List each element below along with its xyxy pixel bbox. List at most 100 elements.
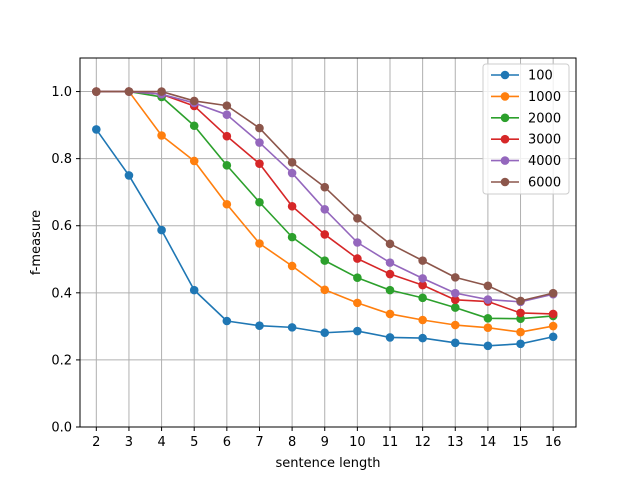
legend-marker [500, 92, 510, 101]
data-point [450, 295, 460, 305]
data-point [320, 204, 330, 214]
data-point [450, 288, 460, 298]
x-tick-label: 6 [223, 435, 231, 450]
series-layer [92, 87, 558, 351]
legend-marker [500, 70, 510, 80]
x-tick-label: 10 [349, 435, 366, 450]
data-point [320, 230, 330, 239]
data-point [255, 123, 264, 133]
data-point [222, 316, 232, 326]
legend-item: 2000 [491, 111, 561, 126]
data-point [124, 171, 134, 180]
data-point [516, 308, 525, 318]
data-point [255, 239, 264, 248]
data-point [385, 239, 395, 249]
x-tick-label: 12 [414, 435, 431, 450]
legend-label: 100 [528, 69, 553, 84]
data-point [385, 269, 395, 279]
data-point [157, 131, 166, 140]
data-point [483, 281, 493, 291]
data-point [92, 87, 101, 96]
data-point [320, 182, 330, 192]
data-point [353, 214, 362, 223]
data-point [353, 273, 362, 283]
y-tick-label: 0.6 [51, 219, 72, 234]
data-point [483, 323, 493, 333]
data-point [287, 168, 297, 178]
x-tick-label: 4 [157, 435, 165, 450]
data-point [450, 320, 460, 330]
plot-frame [79, 57, 577, 428]
x-tick-label: 16 [545, 435, 562, 450]
data-point [92, 125, 101, 134]
x-tick-label: 9 [321, 435, 329, 450]
data-point [222, 101, 232, 110]
x-tick-label: 13 [447, 435, 464, 450]
data-point [287, 201, 297, 211]
y-tick-label: 0.8 [51, 152, 72, 167]
series-100 [92, 125, 558, 351]
x-axis-label: sentence length [275, 456, 380, 471]
data-point [222, 161, 232, 170]
data-point [385, 309, 395, 319]
data-point [287, 323, 297, 332]
data-point [287, 158, 297, 167]
data-point [483, 341, 493, 351]
data-point [320, 285, 330, 295]
data-point [222, 199, 232, 209]
legend: 100 1000 2000 3000 4000 6000 [482, 63, 570, 195]
data-point [385, 333, 395, 342]
x-tick-label: 3 [125, 435, 133, 450]
legend-label: 1000 [528, 90, 561, 105]
series-6000 [92, 87, 558, 306]
legend-marker [500, 156, 510, 165]
x-tick-label: 2 [92, 435, 100, 450]
legend-marker [500, 113, 510, 123]
x-tick-label: 14 [480, 435, 497, 450]
data-point [189, 121, 199, 131]
data-point [418, 280, 427, 290]
data-point [287, 232, 297, 242]
legend-label: 3000 [528, 133, 561, 148]
y-tick-label: 1.0 [51, 85, 72, 100]
legend-label: 2000 [528, 111, 561, 126]
data-point [353, 298, 362, 308]
x-tick-label: 7 [255, 435, 263, 450]
data-point [548, 332, 558, 342]
data-point [418, 256, 427, 265]
data-point [548, 288, 558, 298]
data-point [418, 274, 427, 283]
ticks: 2 3 4 5 6 7 8 9 10 11 12 13 14 15 16 0.0 0.2 0.4 0.6 0.8 1.0 [51, 85, 561, 450]
data-point [353, 326, 362, 336]
y-tick-label: 0.0 [51, 421, 72, 436]
data-point [548, 321, 558, 331]
data-point [287, 261, 297, 271]
data-point [516, 339, 525, 349]
data-point [418, 315, 427, 325]
data-point [124, 87, 134, 96]
data-point [222, 131, 232, 141]
data-point [189, 96, 199, 106]
data-point [450, 273, 460, 282]
legend-marker [500, 177, 510, 187]
data-point [189, 156, 199, 166]
data-point [516, 327, 525, 337]
legend-marker [500, 134, 510, 144]
legend-item: 1000 [491, 90, 561, 105]
data-point [418, 293, 427, 303]
data-point [516, 296, 525, 306]
legend-item: 4000 [491, 154, 561, 169]
x-tick-label: 11 [382, 435, 399, 450]
legend-item: 6000 [491, 176, 561, 191]
data-point [222, 110, 232, 119]
x-tick-label: 15 [512, 435, 529, 450]
data-point [450, 338, 460, 348]
data-point [385, 258, 395, 267]
data-point [483, 314, 493, 323]
legend-label: 4000 [528, 154, 561, 169]
data-point [157, 225, 166, 235]
data-point [385, 285, 395, 295]
data-point [255, 197, 264, 207]
data-point [353, 254, 362, 263]
